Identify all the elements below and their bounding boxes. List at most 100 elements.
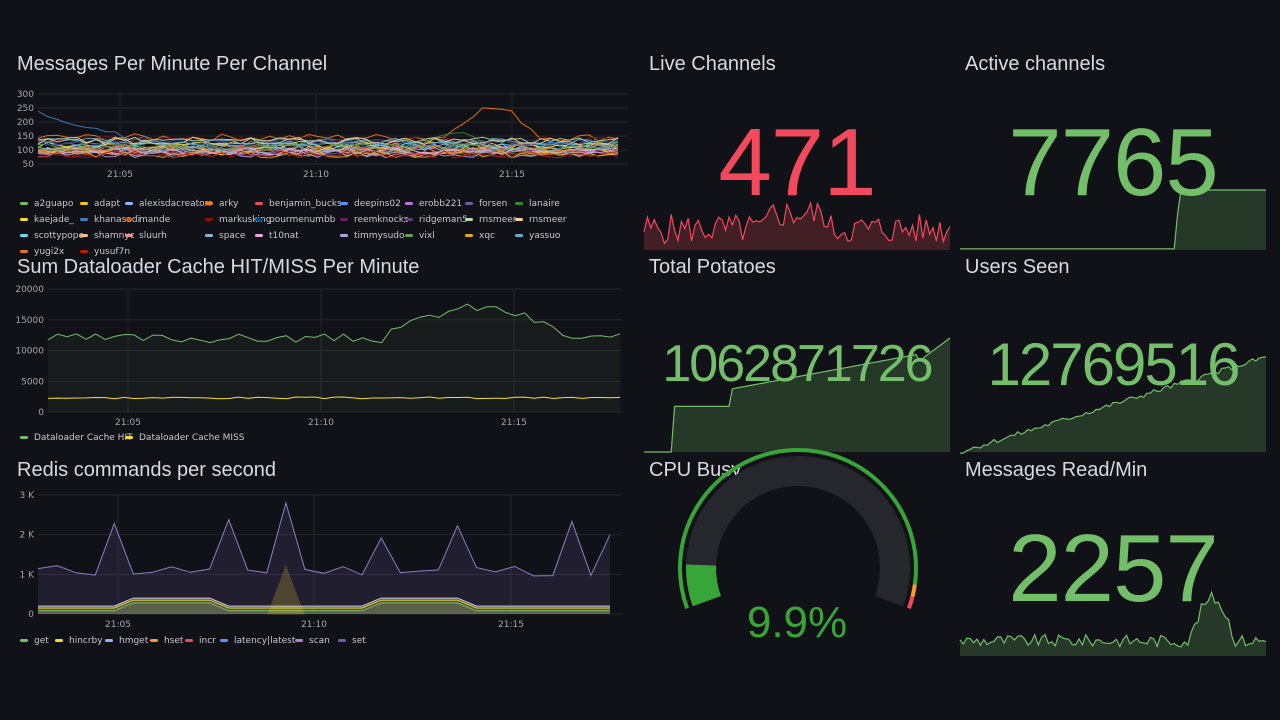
- legend-label: ridgeman5: [419, 215, 468, 225]
- legend-swatch-icon: [405, 234, 413, 237]
- chart-axis-ticks: 20000 15000 10000 5000 0 21:05 21:10 21:15: [15, 285, 527, 428]
- legend-label: timmysudo: [354, 231, 405, 241]
- x-tick-label: 21:10: [308, 418, 334, 428]
- series-line: [38, 602, 610, 612]
- legend-item[interactable]: get: [20, 635, 49, 647]
- legend-item[interactable]: reemknocks: [340, 214, 409, 226]
- panel-users-seen: Users Seen: [960, 256, 1266, 453]
- legend-item[interactable]: deepins02: [340, 198, 401, 210]
- legend-item[interactable]: khanasadi: [80, 214, 140, 226]
- series-spike: [267, 564, 305, 615]
- y-tick-label: 300: [17, 90, 34, 100]
- gauge-track: [686, 456, 910, 607]
- panel-title[interactable]: Active channels: [965, 53, 1106, 75]
- legend-item[interactable]: timmysudo: [340, 230, 405, 242]
- messages-read-value: 2257: [1008, 515, 1219, 622]
- legend-label: erobb221: [419, 199, 463, 209]
- legend-item[interactable]: Dataloader Cache MISS: [125, 432, 245, 444]
- series-area: [48, 304, 620, 412]
- panel-dataloader-cache: Sum Dataloader Cache HIT/MISS Per Minute: [17, 256, 629, 451]
- legend-item[interactable]: lanaire: [515, 198, 560, 210]
- legend-item[interactable]: yusuf7n: [80, 246, 130, 258]
- chart-grid: [38, 494, 622, 615]
- legend-item[interactable]: vixl: [405, 230, 435, 242]
- legend-swatch-icon: [465, 202, 473, 205]
- legend-item[interactable]: hincrby: [55, 635, 103, 647]
- panel-title[interactable]: Total Potatoes: [649, 256, 776, 278]
- legend-label: space: [219, 231, 246, 241]
- legend-item[interactable]: ridgeman5: [405, 214, 468, 226]
- legend-item[interactable]: xqc: [465, 230, 495, 242]
- legend-label: markusking: [219, 215, 272, 225]
- gauge-threshold-ring: [907, 596, 915, 610]
- panel-total-potatoes: Total Potatoes: [644, 256, 950, 453]
- x-tick-label: 21:15: [499, 170, 525, 180]
- legend-item[interactable]: forsen: [465, 198, 507, 210]
- legend-item[interactable]: adapt: [80, 198, 120, 210]
- legend-label: scan: [309, 636, 330, 646]
- panel-title[interactable]: Users Seen: [965, 256, 1070, 278]
- legend-item[interactable]: scan: [295, 635, 330, 647]
- panel-title[interactable]: Messages Per Minute Per Channel: [17, 53, 328, 75]
- y-tick-label: 5000: [21, 377, 44, 387]
- legend-swatch-icon: [220, 639, 228, 642]
- y-tick-label: 50: [23, 160, 35, 170]
- legend-label: t10nat: [269, 231, 299, 241]
- legend-item[interactable]: rnsmeer: [515, 214, 566, 226]
- chart-legend: a2guapo adapt alexisdacreatorr arky benjamin…: [20, 198, 630, 257]
- panel-title[interactable]: Live Channels: [649, 53, 776, 75]
- legend-item[interactable]: mande: [125, 214, 170, 226]
- legend-item[interactable]: hmget: [105, 635, 148, 647]
- legend-swatch-icon: [338, 639, 346, 642]
- panel-title[interactable]: Sum Dataloader Cache HIT/MISS Per Minute: [17, 256, 420, 278]
- legend-item[interactable]: arky: [205, 198, 238, 210]
- legend-swatch-icon: [405, 218, 413, 221]
- legend-label: hmget: [119, 636, 149, 646]
- legend-swatch-icon: [185, 639, 193, 642]
- legend-swatch-icon: [125, 218, 133, 221]
- panel-title[interactable]: CPU Busy: [649, 459, 742, 481]
- legend-label: forsen: [479, 199, 508, 209]
- legend-item[interactable]: benjamin_bucks: [255, 198, 342, 210]
- legend-swatch-icon: [255, 202, 263, 205]
- panel-title[interactable]: Messages Read/Min: [965, 459, 1148, 481]
- legend-label: arky: [219, 199, 239, 209]
- legend-swatch-icon: [515, 218, 523, 221]
- legend-swatch-icon: [515, 202, 523, 205]
- legend-item[interactable]: shamnyc: [80, 230, 135, 242]
- y-tick-label: 3 K: [20, 491, 36, 501]
- legend-item[interactable]: markusking: [205, 214, 271, 226]
- sparkline-area: [960, 190, 1266, 250]
- legend-item[interactable]: set: [338, 635, 366, 647]
- legend-item[interactable]: incr: [185, 635, 216, 647]
- legend-item[interactable]: yugi2x: [20, 246, 64, 258]
- legend-label: yugi2x: [34, 247, 65, 257]
- legend-item[interactable]: yassuo: [515, 230, 560, 242]
- legend-item[interactable]: sluurh: [125, 230, 167, 242]
- legend-label: scottypope: [34, 231, 84, 241]
- x-tick-label: 21:10: [303, 170, 329, 180]
- legend-label: hincrby: [69, 636, 103, 646]
- legend-item[interactable]: rnsmeer: [465, 214, 516, 226]
- legend-item[interactable]: t10nat: [255, 230, 299, 242]
- legend-item[interactable]: pourmenumbb: [255, 214, 335, 226]
- legend-item[interactable]: hset: [150, 635, 183, 647]
- legend-item[interactable]: space: [205, 230, 245, 242]
- legend-item[interactable]: alexisdacreatorr: [125, 198, 212, 210]
- legend-item[interactable]: latency|latest: [220, 635, 295, 647]
- legend-item[interactable]: a2guapo: [20, 198, 73, 210]
- legend-item[interactable]: Dataloader Cache HIT: [20, 432, 133, 444]
- panel-title[interactable]: Redis commands per second: [17, 459, 277, 481]
- legend-swatch-icon: [125, 202, 133, 205]
- legend-item[interactable]: erobb221: [405, 198, 462, 210]
- series-area: [38, 502, 610, 614]
- x-tick-label: 21:10: [301, 620, 327, 630]
- legend-item[interactable]: scottypope: [20, 230, 84, 242]
- legend-swatch-icon: [20, 218, 28, 221]
- legend-swatch-icon: [80, 202, 88, 205]
- legend-item[interactable]: kaejade_: [20, 214, 74, 226]
